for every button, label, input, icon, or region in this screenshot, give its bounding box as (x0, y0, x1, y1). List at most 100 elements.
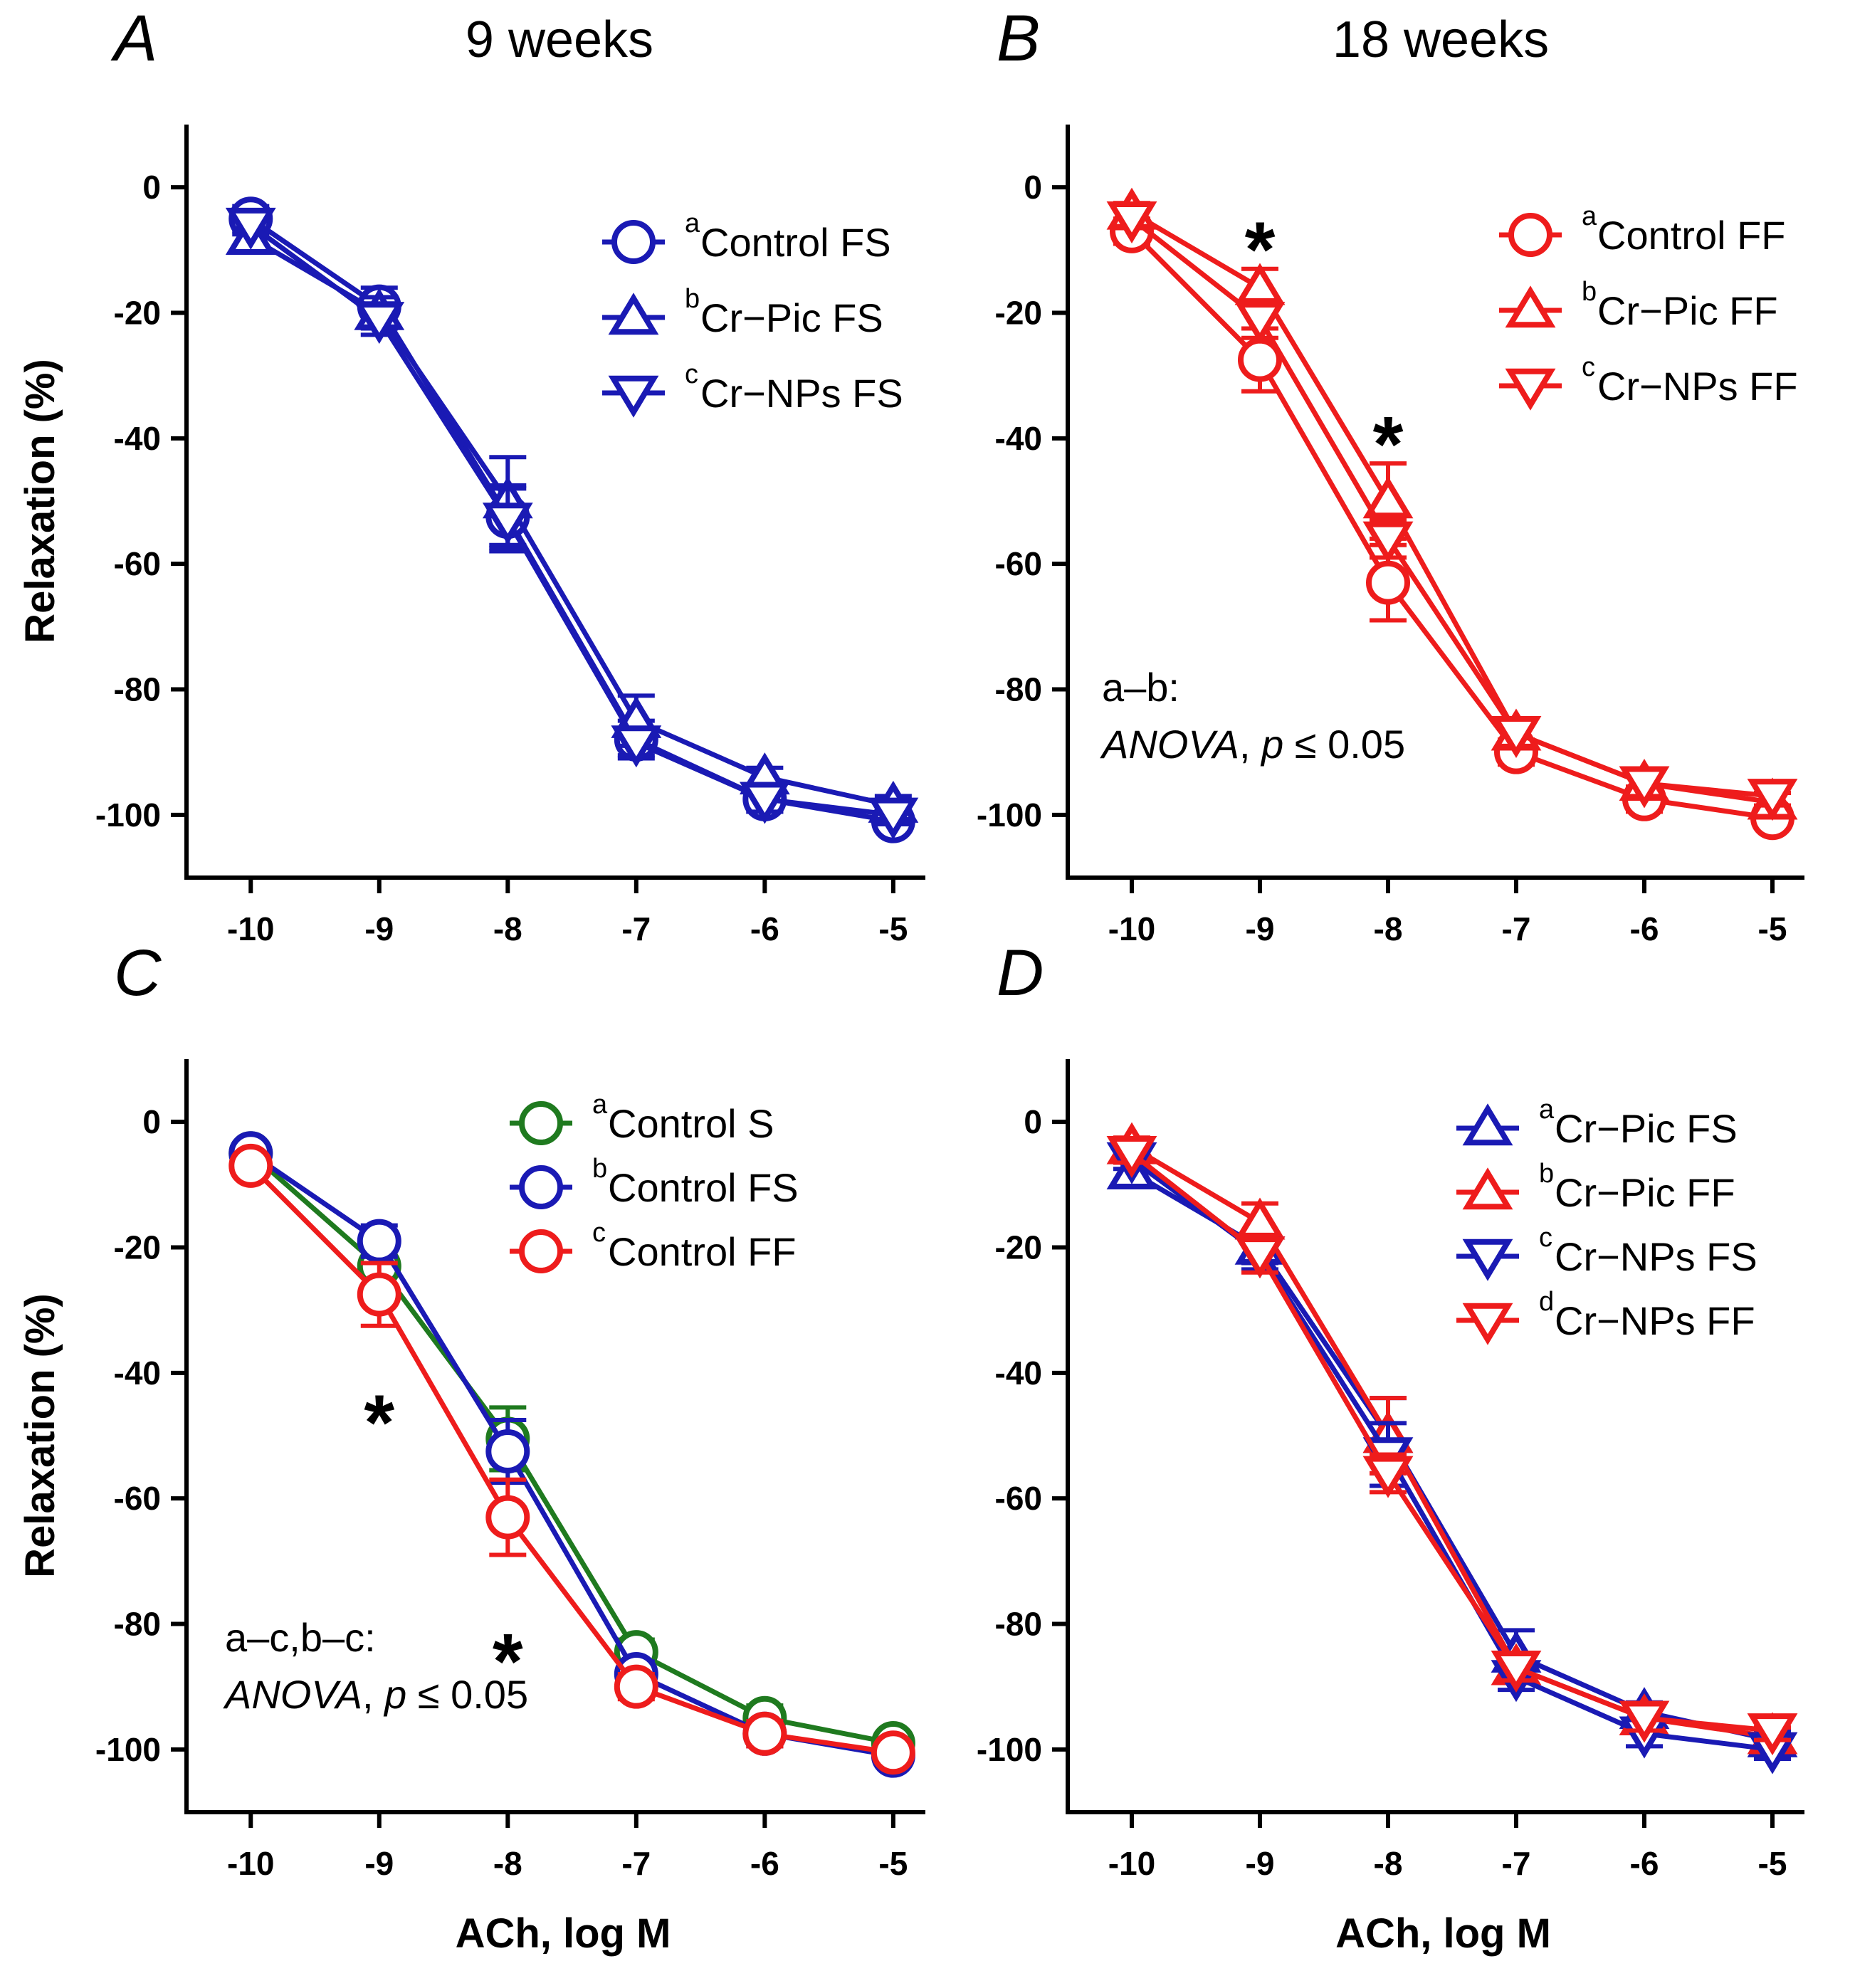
legend-label: Control FS (700, 220, 891, 265)
legend-label: Control S (608, 1101, 774, 1146)
y-tick-label: -20 (114, 1229, 161, 1266)
stat-test-part: , (1239, 722, 1261, 767)
y-tick-label: -40 (995, 420, 1042, 457)
stat-test: ANOVA, p ≤ 0.05 (223, 1672, 528, 1717)
y-tick-label: 0 (1024, 169, 1042, 206)
series-line (249, 1151, 894, 1759)
legend-item: a Control S (510, 1090, 774, 1146)
series-3 (1106, 201, 1798, 821)
x-tick-label: -8 (1374, 1845, 1403, 1882)
data-point (482, 503, 533, 545)
x-tick-label: -6 (750, 1845, 779, 1882)
x-axis-title: ACh, log M (456, 1910, 671, 1957)
y-tick-label: -20 (995, 1229, 1042, 1266)
legend-item: b Cr−Pic FS (602, 284, 883, 340)
stat-comparison: a–b: (1102, 665, 1179, 710)
x-tick-label: -10 (1108, 1845, 1155, 1882)
data-point (1106, 201, 1157, 244)
legend-item: b Cr−Pic FF (1499, 277, 1778, 333)
panel-letter: D (997, 937, 1044, 1009)
data-point (357, 1272, 401, 1317)
x-tick-label: -5 (1758, 1845, 1787, 1882)
legend-item: b Cr−Pic FF (1456, 1159, 1735, 1215)
x-tick-label: -9 (1246, 1845, 1275, 1882)
y-tick-label: -60 (114, 1480, 161, 1517)
significance-star: * (1245, 206, 1276, 294)
legend-superscript: a (1539, 1095, 1555, 1125)
y-tick-label: -100 (977, 796, 1042, 833)
data-point (1234, 1197, 1286, 1240)
y-tick-label: 0 (142, 1103, 161, 1140)
legend-superscript: b (685, 284, 700, 314)
stat-test-part: ≤ 0.05 (406, 1672, 528, 1717)
legend-swatch-marker (1462, 1167, 1513, 1210)
stat-test-part: , (362, 1672, 384, 1717)
legend-item: c Control FF (510, 1218, 797, 1274)
legend-superscript: a (685, 209, 700, 238)
data-point (1619, 1700, 1670, 1743)
significance-star: * (1373, 401, 1404, 488)
data-point (1491, 715, 1542, 758)
series-4 (1106, 1136, 1798, 1756)
y-tick-label: -60 (995, 1480, 1042, 1517)
legend-label: Control FF (1597, 213, 1786, 258)
legend-superscript: a (1582, 201, 1597, 231)
x-tick-label: -6 (1630, 1845, 1659, 1882)
stat-test: ANOVA, p ≤ 0.05 (1100, 722, 1405, 767)
legend-superscript: d (1539, 1287, 1554, 1317)
legend-superscript: b (1539, 1159, 1554, 1189)
data-point (357, 1219, 401, 1263)
data-point (871, 1730, 915, 1775)
y-tick-label: -80 (995, 1606, 1042, 1643)
data-point (1234, 302, 1286, 345)
x-tick-label: -8 (1374, 910, 1403, 947)
legend-superscript: b (592, 1154, 607, 1184)
x-tick-label: -5 (878, 910, 908, 947)
legend-swatch-marker (1505, 368, 1556, 411)
y-axis-title: Relaxation (%) (17, 1293, 63, 1578)
y-tick-label: -20 (995, 295, 1042, 332)
legend-label: Cr−NPs FS (700, 371, 903, 416)
panel-letter: B (997, 2, 1040, 75)
legend-superscript: c (1539, 1223, 1552, 1253)
x-tick-label: -10 (227, 910, 274, 947)
series-1 (228, 1131, 915, 1766)
stat-test-part: p (1260, 722, 1283, 767)
legend-superscript: c (1582, 352, 1595, 382)
data-point (1491, 1650, 1542, 1693)
significance-star: * (364, 1379, 394, 1467)
data-point (228, 1143, 273, 1188)
data-point (485, 1495, 530, 1540)
data-point (1362, 521, 1414, 564)
y-axis-title: Relaxation (%) (17, 359, 63, 643)
data-point (1106, 1136, 1157, 1179)
data-point (1619, 766, 1670, 809)
legend-swatch-marker (611, 220, 656, 264)
legend-swatch-marker (608, 293, 659, 335)
legend-superscript: c (685, 359, 698, 389)
data-point (739, 782, 790, 824)
y-tick-label: -100 (95, 796, 161, 833)
x-tick-label: -5 (1758, 910, 1787, 947)
x-tick-label: -9 (364, 910, 394, 947)
legend-item: a Cr−Pic FS (1456, 1095, 1738, 1151)
y-tick-label: -40 (995, 1355, 1042, 1392)
y-tick-label: -80 (114, 1606, 161, 1643)
data-point (611, 725, 662, 768)
y-tick-label: -40 (114, 1355, 161, 1392)
stat-test-part: ≤ 0.05 (1283, 722, 1405, 767)
panel-letter: C (114, 937, 162, 1009)
x-tick-label: -9 (1246, 910, 1275, 947)
x-tick-label: -7 (1502, 910, 1531, 947)
panel-title: 9 weeks (466, 11, 653, 68)
y-tick-label: -100 (95, 1731, 161, 1768)
data-point (354, 302, 405, 345)
panel-c: 0 -20 -40 -60 -80 -100 -10 -9 -8 -7 -6 -5 C Relaxatio… (17, 937, 925, 1957)
data-point (1234, 1236, 1286, 1279)
stat-test-part: p (383, 1672, 406, 1717)
panel-d: 0 -20 -40 -60 -80 -100 -10 -9 -8 -7 -6 -5 D ACh, log … (977, 937, 1804, 1957)
legend-item: a Control FF (1499, 201, 1786, 258)
legend-label: Cr−Pic FF (1555, 1170, 1735, 1215)
stat-test-part: ANOVA (223, 1672, 362, 1717)
legend-label: Cr−NPs FF (1555, 1298, 1755, 1343)
